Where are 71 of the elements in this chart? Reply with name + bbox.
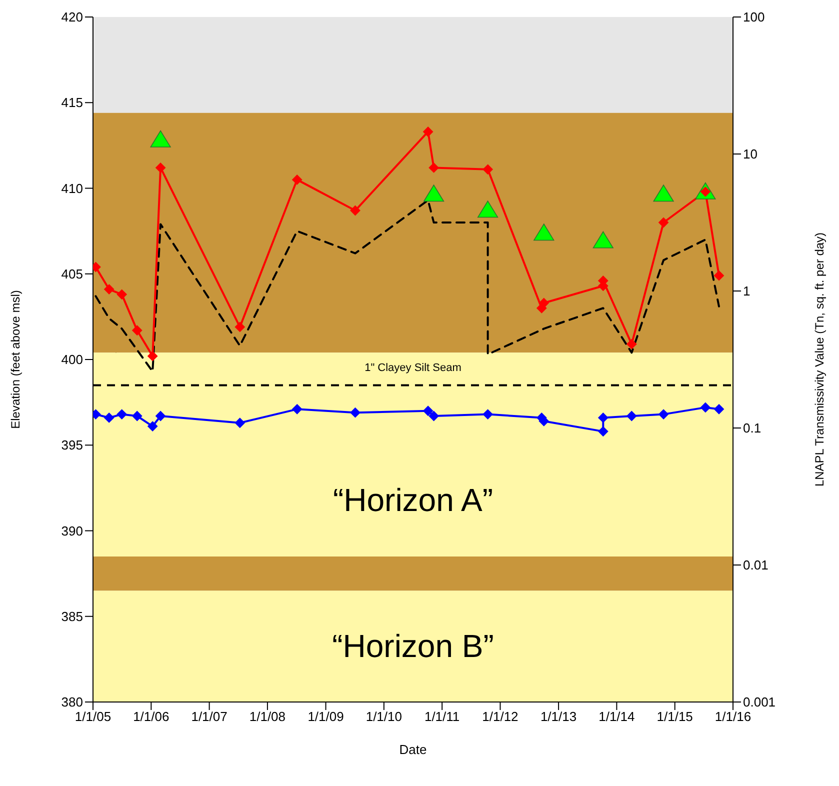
point	[626, 339, 637, 350]
point	[423, 406, 434, 416]
point	[658, 218, 669, 228]
x-tick-label: 1/1/11	[424, 709, 460, 724]
point	[428, 162, 439, 173]
point	[104, 412, 114, 423]
point	[714, 270, 724, 281]
point	[292, 404, 302, 414]
y-tick-label: 395	[61, 438, 83, 453]
y-tick-label: 400	[61, 352, 83, 368]
x-tick-label: 1/1/10	[366, 709, 402, 724]
point	[350, 408, 360, 418]
y-tick-label: 410	[61, 180, 83, 196]
point	[116, 409, 127, 420]
point	[598, 426, 608, 436]
x-tick-label: 1/1/12	[482, 709, 518, 724]
y2-tick-label: 1	[743, 284, 750, 299]
x-tick-label: 1/1/08	[249, 709, 286, 724]
y2-tick-label: 0.001	[743, 694, 776, 710]
annotation: “Horizon B”	[332, 628, 494, 664]
point	[116, 289, 127, 300]
x-tick-label: 1/1/05	[74, 709, 112, 724]
point	[592, 231, 614, 248]
point	[626, 411, 637, 422]
point	[234, 418, 245, 428]
y2-axis-title: LNAPL Transmissivity Value (Tn, sq. ft. per day)	[812, 232, 826, 487]
x-tick-label: 1/1/13	[540, 709, 577, 724]
y2-tick-label: 0.01	[743, 558, 768, 573]
point	[423, 184, 444, 202]
point	[148, 351, 158, 362]
y-tick-label: 390	[61, 523, 83, 538]
point	[598, 412, 608, 423]
point	[156, 411, 166, 422]
point	[423, 126, 434, 137]
point	[132, 411, 142, 422]
x-tick-label: 1/1/16	[714, 709, 752, 724]
x-tick-label: 1/1/14	[598, 709, 635, 724]
point	[292, 174, 302, 185]
ref-line-label: 1" Clayey Silt Seam	[364, 362, 462, 374]
y2-tick-label: 0.1	[743, 420, 762, 436]
point	[148, 421, 158, 432]
y-tick-label: 405	[61, 266, 83, 282]
y2-tick-label: 10	[743, 146, 758, 162]
point	[478, 200, 498, 218]
point	[714, 404, 724, 414]
x-axis-title: Date	[399, 742, 427, 757]
point	[700, 402, 710, 412]
x-tick-label: 1/1/07	[191, 709, 228, 724]
point	[428, 411, 439, 422]
y-tick-label: 385	[61, 608, 83, 624]
y-axis-title: Elevation (feet above msl)	[8, 290, 22, 429]
point	[156, 162, 166, 173]
point	[150, 130, 171, 148]
point	[104, 284, 114, 294]
annotation: “Horizon A”	[332, 482, 494, 518]
point	[132, 325, 142, 336]
y-tick-label: 380	[61, 694, 83, 710]
point	[482, 164, 493, 174]
point	[658, 409, 669, 420]
y-tick-label: 415	[61, 95, 83, 110]
y-tick-label: 420	[61, 10, 83, 25]
point	[234, 322, 245, 332]
x-tick-label: 1/1/15	[656, 709, 693, 724]
point	[534, 224, 554, 241]
y2-tick-label: 100	[743, 10, 765, 25]
x-tick-label: 1/1/09	[308, 709, 344, 724]
point	[538, 298, 549, 308]
point	[350, 206, 360, 216]
point	[653, 184, 674, 202]
point	[482, 409, 493, 420]
x-tick-label: 1/1/06	[133, 709, 170, 724]
